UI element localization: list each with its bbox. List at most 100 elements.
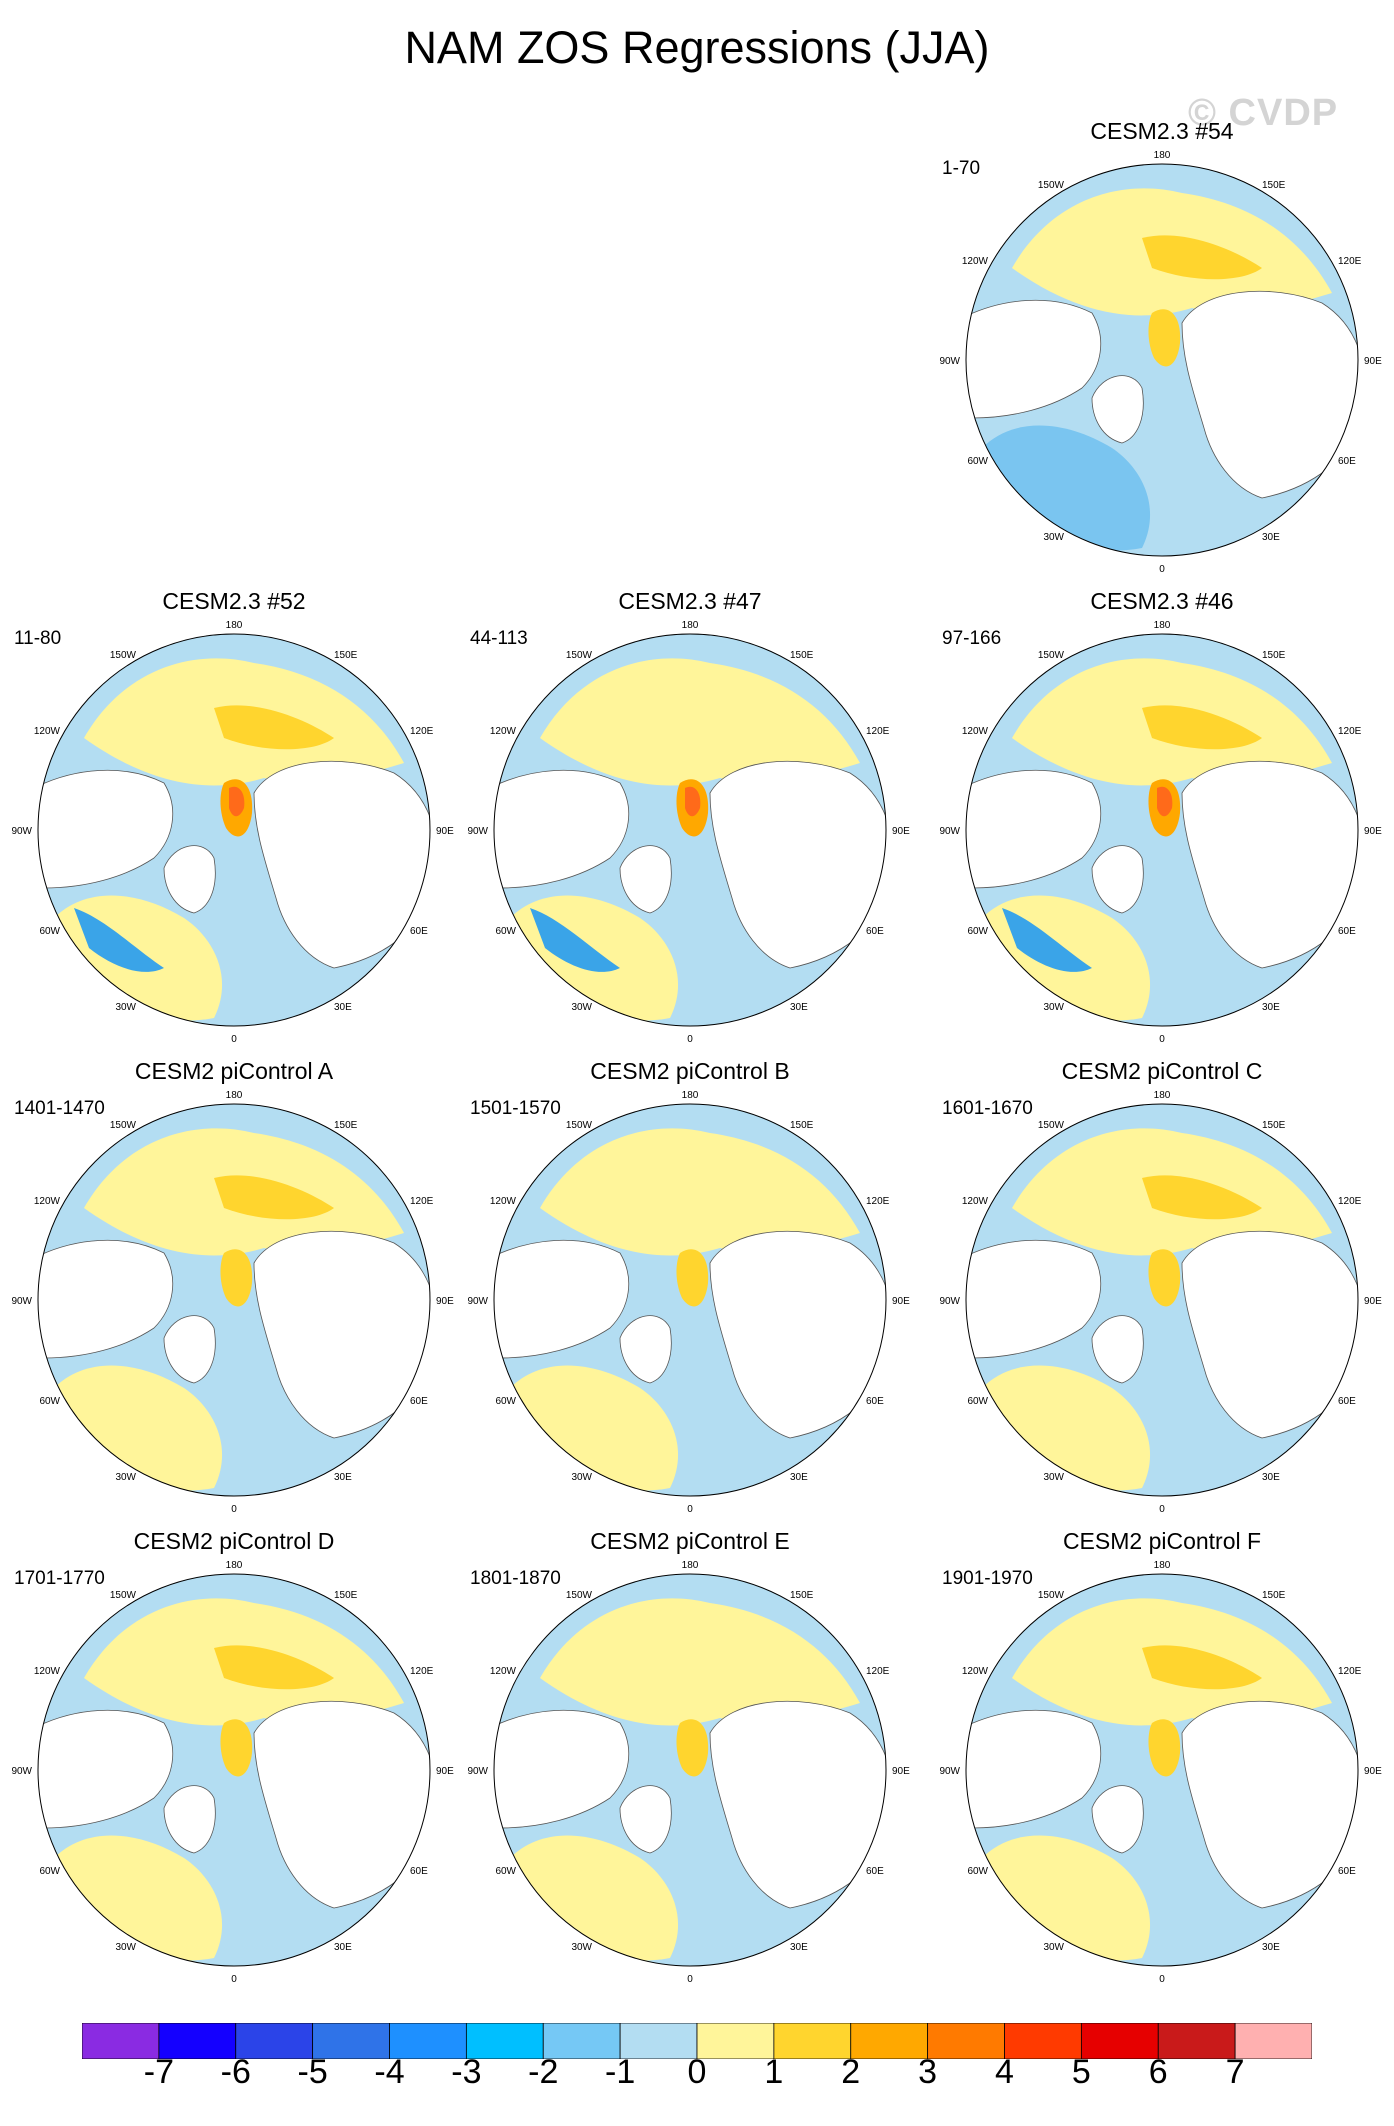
longitude-label: 120E bbox=[866, 1666, 890, 1677]
map-panel: CESM2.3 #46 180 0 90W 90E 150W 120W 60W 30W 150E 1… bbox=[939, 588, 1382, 1048]
colorbar-tick-label: 2 bbox=[841, 2053, 861, 2091]
longitude-label: 0 bbox=[1159, 1974, 1165, 1985]
longitude-label: 60E bbox=[1338, 456, 1356, 467]
longitude-label: 180 bbox=[682, 1560, 699, 1571]
longitude-label: 150E bbox=[334, 1590, 358, 1601]
north-america-land bbox=[38, 1709, 174, 1829]
panel-title: CESM2 piControl A bbox=[134, 1058, 334, 1084]
map-boundary bbox=[493, 1573, 887, 1967]
north-america-land bbox=[966, 1709, 1102, 1829]
longitude-label: 30W bbox=[1043, 1472, 1064, 1483]
labrador-negative-core bbox=[1002, 908, 1092, 972]
longitude-label: 30W bbox=[115, 1942, 136, 1953]
longitude-label: 120W bbox=[962, 1666, 989, 1677]
map-panel: CESM2 piControl E 180 0 90W 90E 150W 120W 60W 30… bbox=[467, 1528, 910, 1988]
longitude-label: 0 bbox=[231, 1974, 237, 1985]
longitude-label: 30E bbox=[1262, 1942, 1280, 1953]
longitude-label: 60W bbox=[495, 1866, 516, 1877]
greenland-land bbox=[619, 845, 672, 914]
pacific-anomaly-core bbox=[214, 705, 334, 750]
longitude-label: 180 bbox=[682, 620, 699, 631]
arctic-anomaly-core bbox=[1157, 786, 1173, 817]
longitude-label: 60W bbox=[39, 1866, 60, 1877]
north-america-land bbox=[966, 1239, 1102, 1359]
polar-map: 180 0 90W 90E 150W 120W 60W 30W 150E 120E 60E 30E bbox=[939, 150, 1382, 575]
longitude-label: 120E bbox=[1338, 1666, 1362, 1677]
longitude-label: 0 bbox=[687, 1504, 693, 1515]
longitude-label: 60E bbox=[866, 926, 884, 937]
map-boundary bbox=[965, 633, 1359, 1027]
longitude-label: 150W bbox=[110, 1590, 137, 1601]
polar-map: 180 0 90W 90E 150W 120W 60W 30W 150E 120E 60E 30E bbox=[467, 620, 910, 1045]
longitude-label: 150W bbox=[1038, 1590, 1065, 1601]
longitude-label: 150E bbox=[790, 650, 814, 661]
longitude-label: 120E bbox=[410, 726, 434, 737]
longitude-label: 0 bbox=[687, 1974, 693, 1985]
longitude-label: 150W bbox=[1038, 650, 1065, 661]
colorbar-tick-label: -6 bbox=[220, 2053, 251, 2091]
longitude-label: 60E bbox=[866, 1866, 884, 1877]
longitude-label: 90E bbox=[892, 1296, 910, 1307]
longitude-label: 180 bbox=[226, 1090, 243, 1101]
map-boundary bbox=[965, 163, 1359, 557]
panel-period: 1601-1670 bbox=[942, 1098, 1033, 1119]
longitude-label: 90W bbox=[939, 1766, 960, 1777]
longitude-label: 90W bbox=[939, 1296, 960, 1307]
longitude-label: 30W bbox=[1043, 1942, 1064, 1953]
map-panel: CESM2.3 #47 180 0 90W 90E 150W 120W 60W 30W 150E 1… bbox=[467, 588, 910, 1048]
panel-period: 1401-1470 bbox=[14, 1098, 105, 1119]
north-america-land bbox=[38, 1239, 174, 1359]
longitude-label: 0 bbox=[687, 1034, 693, 1045]
longitude-label: 30E bbox=[1262, 1002, 1280, 1013]
longitude-label: 120W bbox=[490, 1196, 517, 1207]
longitude-label: 30E bbox=[334, 1002, 352, 1013]
longitude-label: 30E bbox=[334, 1942, 352, 1953]
longitude-label: 90W bbox=[11, 1296, 32, 1307]
longitude-label: 150W bbox=[566, 650, 593, 661]
longitude-label: 120E bbox=[1338, 726, 1362, 737]
panel-title: CESM2 piControl B bbox=[590, 1058, 790, 1084]
longitude-label: 150E bbox=[790, 1590, 814, 1601]
longitude-label: 60W bbox=[967, 456, 988, 467]
longitude-label: 150W bbox=[566, 1120, 593, 1131]
map-boundary bbox=[37, 1573, 431, 1967]
longitude-label: 90E bbox=[892, 1766, 910, 1777]
arctic-anomaly bbox=[1148, 1719, 1181, 1777]
longitude-label: 120E bbox=[1338, 256, 1362, 267]
longitude-label: 60W bbox=[495, 926, 516, 937]
polar-map: 180 0 90W 90E 150W 120W 60W 30W 150E 120E 60E 30E bbox=[467, 1560, 910, 1985]
longitude-label: 150E bbox=[790, 1120, 814, 1131]
longitude-label: 150E bbox=[1262, 650, 1286, 661]
longitude-label: 180 bbox=[1154, 620, 1171, 631]
colorbar bbox=[82, 2023, 1312, 2059]
panel-title: CESM2.3 #52 bbox=[162, 588, 306, 614]
polar-map: 180 0 90W 90E 150W 120W 60W 30W 150E 120E 60E 30E bbox=[11, 1560, 454, 1985]
colorbar-swatch bbox=[850, 2023, 929, 2059]
polar-map: 180 0 90W 90E 150W 120W 60W 30W 150E 120E 60E 30E bbox=[939, 1560, 1382, 1985]
arctic-anomaly bbox=[220, 1719, 253, 1777]
longitude-label: 0 bbox=[1159, 1034, 1165, 1045]
longitude-label: 60E bbox=[410, 926, 428, 937]
panel-title: CESM2 piControl D bbox=[133, 1528, 335, 1554]
greenland-land bbox=[1091, 845, 1144, 914]
colorbar-swatch bbox=[235, 2023, 314, 2059]
colorbar-swatch bbox=[312, 2023, 390, 2059]
longitude-label: 30E bbox=[334, 1472, 352, 1483]
colorbar-tick-label: 5 bbox=[1071, 2053, 1091, 2091]
colorbar-swatch bbox=[1080, 2023, 1159, 2059]
longitude-label: 60E bbox=[410, 1866, 428, 1877]
colorbar-tick-label: -3 bbox=[451, 2053, 482, 2091]
longitude-label: 90E bbox=[1364, 356, 1382, 367]
panel-title: CESM2.3 #54 bbox=[1090, 118, 1234, 144]
longitude-label: 180 bbox=[1154, 150, 1171, 161]
map-boundary bbox=[965, 1103, 1359, 1497]
panel-period: 1701-1770 bbox=[14, 1568, 105, 1589]
panel-title: CESM2 piControl C bbox=[1061, 1058, 1263, 1084]
pacific-anomaly-core bbox=[214, 1645, 334, 1690]
map-panel: CESM2 piControl B 180 0 90W 90E 150W 120W 60W 30… bbox=[467, 1058, 910, 1518]
longitude-label: 0 bbox=[231, 1504, 237, 1515]
longitude-label: 30E bbox=[790, 1942, 808, 1953]
longitude-label: 60E bbox=[866, 1396, 884, 1407]
longitude-label: 30E bbox=[790, 1472, 808, 1483]
longitude-label: 30E bbox=[1262, 532, 1280, 543]
